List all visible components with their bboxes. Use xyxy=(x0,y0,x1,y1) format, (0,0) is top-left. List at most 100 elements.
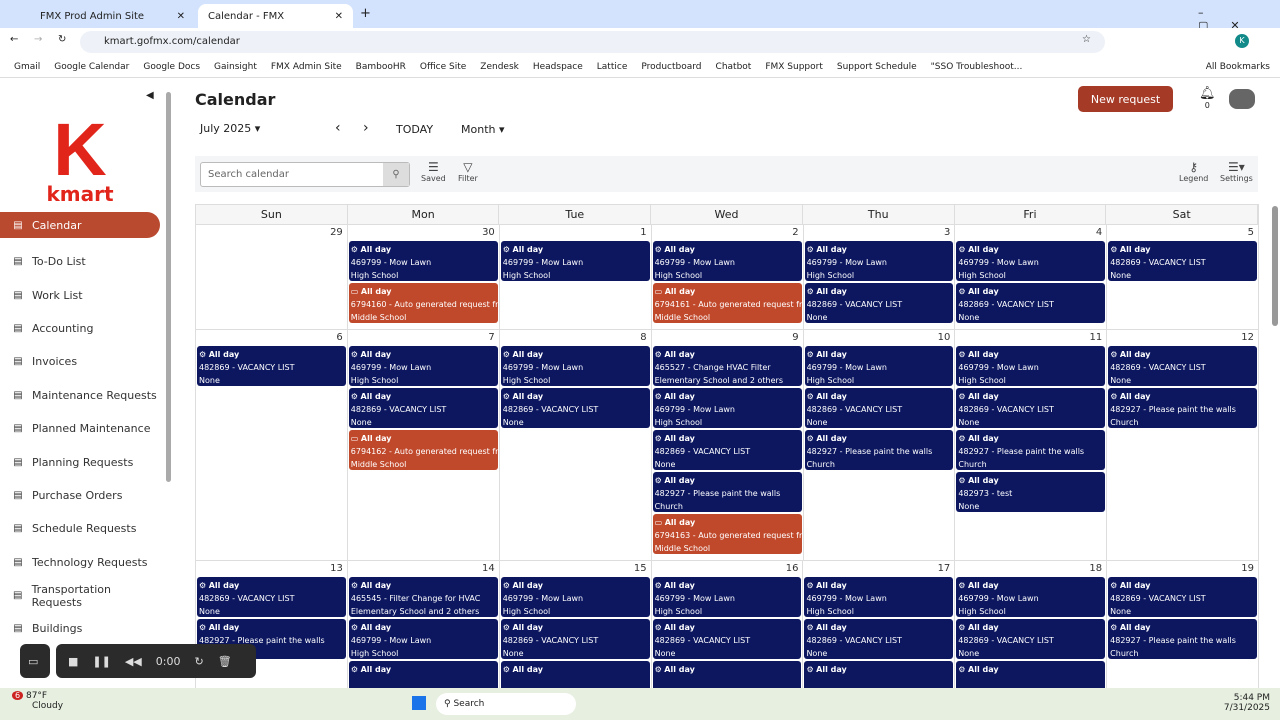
work-order-event[interactable]: ⚙ All day 482927 - Please paint the walls… xyxy=(1108,619,1258,659)
work-order-event[interactable]: ⚙ All day 469799 - Mow Lawn High School xyxy=(956,346,1106,386)
work-order-event[interactable]: ⚙ All day 469799 - Mow Lawn High School xyxy=(804,577,954,617)
calendar-day[interactable]: 10 ⚙ All day 469799 - Mow Lawn High School ⚙… xyxy=(804,330,956,560)
work-order-event[interactable]: ⚙ All day 469799 - Mow Lawn High School xyxy=(956,241,1106,281)
work-order-event[interactable]: ⚙ All day xyxy=(500,661,650,688)
calendar-day[interactable]: 6 ⚙ All day 482869 - VACANCY LIST None xyxy=(196,330,348,560)
bookmark[interactable]: Google Docs xyxy=(143,61,201,72)
bookmark[interactable]: All Bookmarks xyxy=(1205,61,1270,72)
request-event[interactable]: ▭ All day 6794162 - Auto generated reques… xyxy=(348,430,498,470)
notifications-button[interactable]: 🔔︎ 0 xyxy=(1199,86,1216,110)
calendar-day[interactable]: 12 ⚙ All day 482869 - VACANCY LIST None ⚙ Al… xyxy=(1107,330,1259,560)
work-order-event[interactable]: ⚙ All day 482869 - VACANCY LIST None xyxy=(348,388,498,428)
tab-calendar[interactable]: Calendar - FMX ✕ xyxy=(198,4,353,28)
user-avatar[interactable] xyxy=(1229,89,1255,109)
bookmark[interactable]: Headspace xyxy=(532,61,583,72)
calendar-day[interactable]: 14 ⚙ All day 465545 - Filter Change for HV… xyxy=(348,561,500,688)
calendar-day[interactable]: 19 ⚙ All day 482869 - VACANCY LIST None ⚙ Al… xyxy=(1107,561,1260,688)
collapse-icon[interactable]: ◀ xyxy=(146,90,154,101)
work-order-event[interactable]: ⚙ All day 482869 - VACANCY LIST None xyxy=(804,283,954,323)
view-dropdown[interactable]: Month ▾ xyxy=(461,123,505,136)
forward-icon[interactable]: → xyxy=(34,34,43,45)
work-order-event[interactable]: ⚙ All day 482869 - VACANCY LIST None xyxy=(804,388,954,428)
reload-icon[interactable]: ↻ xyxy=(58,34,67,45)
request-event[interactable]: ▭ All day 6794163 - Auto generated reques… xyxy=(652,514,802,554)
calendar-day[interactable]: 30 ⚙ All day 469799 - Mow Lawn High School ▭… xyxy=(348,225,500,329)
calendar-scrollbar[interactable] xyxy=(1272,206,1278,326)
work-order-event[interactable]: ⚙ All day 482869 - VACANCY LIST None xyxy=(956,283,1106,323)
work-order-event[interactable]: ⚙ All day 482869 - VACANCY LIST None xyxy=(500,619,650,659)
settings-button[interactable]: ☰▾ Settings xyxy=(1220,160,1253,183)
work-order-event[interactable]: ⚙ All day 482869 - VACANCY LIST None xyxy=(956,619,1106,659)
work-order-event[interactable]: ⚙ All day 482869 - VACANCY LIST None xyxy=(197,346,346,386)
work-order-event[interactable]: ⚙ All day 482973 - test None xyxy=(956,472,1106,512)
bookmark[interactable]: "SSO Troubleshoot... xyxy=(930,61,1023,72)
calendar-day[interactable]: 16 ⚙ All day 469799 - Mow Lawn High School ⚙… xyxy=(652,561,804,688)
pause-icon[interactable]: ❚❚ xyxy=(92,654,111,668)
taskbar-search[interactable]: ⚲ Search xyxy=(436,693,576,715)
calendar-day[interactable]: 17 ⚙ All day 469799 - Mow Lawn High School ⚙… xyxy=(803,561,956,688)
back-icon[interactable]: ← xyxy=(10,34,19,45)
work-order-event[interactable]: ⚙ All day 482869 - VACANCY LIST None xyxy=(197,577,346,617)
today-button[interactable]: TODAY xyxy=(396,123,434,136)
calendar-day[interactable]: 5 ⚙ All day 482869 - VACANCY LIST None xyxy=(1107,225,1259,329)
work-order-event[interactable]: ⚙ All day 469799 - Mow Lawn High School xyxy=(500,577,650,617)
saved-button[interactable]: ☰ Saved xyxy=(421,160,446,183)
calendar-day[interactable]: 4 ⚙ All day 469799 - Mow Lawn High School ⚙ … xyxy=(955,225,1108,329)
sidebar-item-planning-requests[interactable]: ▤ Planning Requests xyxy=(0,445,160,478)
avatar[interactable]: K xyxy=(1235,34,1249,48)
work-order-event[interactable]: ⚙ All day 482869 - VACANCY LIST None xyxy=(652,619,802,659)
calendar-day[interactable]: 7 ⚙ All day 469799 - Mow Lawn High School ⚙ … xyxy=(348,330,500,560)
bookmark[interactable]: FMX Support xyxy=(765,61,823,72)
work-order-event[interactable]: ⚙ All day 482869 - VACANCY LIST None xyxy=(1108,241,1257,281)
work-order-event[interactable]: ⚙ All day 482927 - Please paint the walls… xyxy=(804,430,954,470)
bookmark[interactable]: FMX Admin Site xyxy=(270,61,342,72)
tab-fmx-prod-admin[interactable]: FMX Prod Admin Site ✕ xyxy=(30,4,195,28)
work-order-event[interactable]: ⚙ All day 469799 - Mow Lawn High School xyxy=(348,619,498,659)
bookmark[interactable]: Zendesk xyxy=(480,61,519,72)
calendar-day[interactable]: 9 ⚙ All day 465527 - Change HVAC Filter Ele… xyxy=(652,330,804,560)
work-order-event[interactable]: ⚙ All day 469799 - Mow Lawn High School xyxy=(804,346,954,386)
work-order-event[interactable]: ⚙ All day xyxy=(804,661,954,688)
work-order-event[interactable]: ⚙ All day 469799 - Mow Lawn High School xyxy=(956,577,1106,617)
calendar-day[interactable]: 1 ⚙ All day 469799 - Mow Lawn High School xyxy=(500,225,652,329)
work-order-event[interactable]: ⚙ All day 482869 - VACANCY LIST None xyxy=(956,388,1106,428)
trash-icon[interactable]: 🗑︎ xyxy=(217,654,232,668)
work-order-event[interactable]: ⚙ All day xyxy=(956,661,1106,688)
work-order-event[interactable]: ⚙ All day 482869 - VACANCY LIST None xyxy=(1108,577,1258,617)
work-order-event[interactable]: ⚙ All day 469799 - Mow Lawn High School xyxy=(348,241,498,281)
bookmark[interactable]: Lattice xyxy=(596,61,628,72)
rewind-icon[interactable]: ◀◀ xyxy=(124,654,142,668)
bookmark[interactable]: BambooHR xyxy=(355,61,406,72)
stop-icon[interactable]: ■ xyxy=(68,654,79,668)
close-icon[interactable]: ✕ xyxy=(334,10,343,22)
bookmark[interactable]: Office Site xyxy=(419,61,467,72)
sidebar-item-planned-maintenance[interactable]: ▤ Planned Maintenance xyxy=(0,412,160,445)
calendar-day[interactable]: 3 ⚙ All day 469799 - Mow Lawn High School ⚙ … xyxy=(804,225,956,329)
work-order-event[interactable]: ⚙ All day 469799 - Mow Lawn High School xyxy=(500,241,650,281)
calendar-day[interactable]: 18 ⚙ All day 469799 - Mow Lawn High School ⚙… xyxy=(955,561,1108,688)
bookmark[interactable]: Support Schedule xyxy=(836,61,917,72)
work-order-event[interactable]: ⚙ All day 482927 - Please paint the walls… xyxy=(956,430,1106,470)
calendar-day[interactable]: 2 ⚙ All day 469799 - Mow Lawn High School ▭ … xyxy=(652,225,804,329)
work-order-event[interactable]: ⚙ All day 482927 - Please paint the walls… xyxy=(1108,388,1257,428)
filter-button[interactable]: ▽ Filter xyxy=(458,160,478,183)
restart-icon[interactable]: ↻ xyxy=(194,654,204,668)
work-order-event[interactable]: ⚙ All day 469799 - Mow Lawn High School xyxy=(500,346,650,386)
work-order-event[interactable]: ⚙ All day 482927 - Please paint the walls… xyxy=(652,472,802,512)
sidebar-item-buildings[interactable]: ▤ Buildings xyxy=(0,612,160,645)
search-icon[interactable]: ⚲ xyxy=(383,163,409,186)
work-order-event[interactable]: ⚙ All day 482869 - VACANCY LIST None xyxy=(500,388,650,428)
sidebar-item-technology-requests[interactable]: ▤ Technology Requests xyxy=(0,546,160,579)
sidebar-item-accounting[interactable]: ▤ Accounting xyxy=(0,312,160,345)
request-event[interactable]: ▭ All day 6794161 - Auto generated reques… xyxy=(652,283,802,323)
bookmark[interactable]: Gmail xyxy=(14,61,41,72)
sidebar-item-work-list[interactable]: ▤ Work List xyxy=(0,278,160,311)
star-icon[interactable]: ☆ xyxy=(1082,34,1091,45)
next-month-button[interactable]: › xyxy=(363,120,369,136)
bookmark[interactable]: Productboard xyxy=(641,61,702,72)
calendar-day[interactable]: 11 ⚙ All day 469799 - Mow Lawn High School ⚙… xyxy=(955,330,1108,560)
work-order-event[interactable]: ⚙ All day 469799 - Mow Lawn High School xyxy=(652,388,802,428)
bookmark[interactable]: Gainsight xyxy=(214,61,257,72)
work-order-event[interactable]: ⚙ All day xyxy=(652,661,802,688)
work-order-event[interactable]: ⚙ All day 482869 - VACANCY LIST None xyxy=(652,430,802,470)
